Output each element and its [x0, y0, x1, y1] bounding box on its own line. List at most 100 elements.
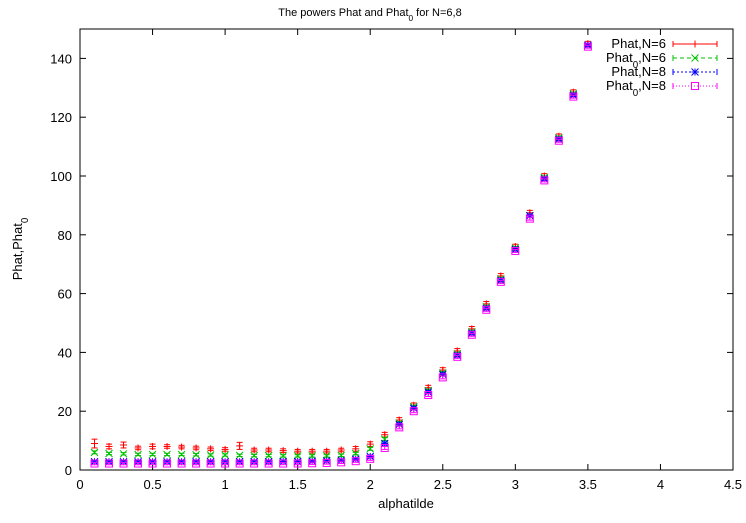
series-4: [90, 42, 592, 468]
data-point: [134, 444, 142, 452]
data-point: [380, 443, 389, 452]
data-marker: [221, 459, 230, 468]
marker-stroke: [337, 456, 346, 465]
data-point: [119, 449, 128, 458]
y-tick-label: 120: [50, 110, 72, 125]
marker-stroke: [119, 457, 128, 466]
data-marker: [221, 451, 229, 459]
data-marker: [264, 459, 273, 468]
marker-stroke: [467, 330, 476, 339]
data-marker: [511, 246, 520, 255]
data-point: [192, 444, 200, 452]
data-marker: [583, 42, 592, 51]
x-tick-label: 0: [76, 477, 83, 492]
data-point: [351, 457, 360, 466]
data-point: [177, 450, 186, 459]
legend-label: Phat,N=8: [611, 64, 666, 79]
data-marker: [120, 441, 128, 449]
marker-stroke: [380, 439, 389, 448]
data-point: [264, 459, 273, 468]
data-point: [134, 459, 143, 468]
data-marker: [366, 444, 375, 453]
data-marker: [235, 451, 244, 460]
data-point: [207, 445, 215, 453]
y-tick-label: 100: [50, 169, 72, 184]
data-marker: [134, 444, 142, 452]
plot-frame: [79, 28, 734, 471]
data-point: [177, 459, 186, 468]
data-point: [221, 445, 229, 453]
marker-stroke: [293, 457, 302, 466]
x-tick-label: 4: [657, 477, 664, 492]
marker-stroke: [438, 370, 447, 379]
data-marker: [279, 459, 288, 468]
marker-stroke: [496, 277, 505, 286]
data-marker: [293, 457, 302, 466]
x-axis: 0 0.5 1 1.5 2 2.5 3 3.5 4 4.5: [76, 29, 742, 492]
data-point: [554, 136, 563, 145]
data-point: [409, 407, 418, 416]
data-point: [279, 447, 287, 455]
marker-stroke: [279, 459, 288, 468]
marker-stroke: [163, 457, 171, 466]
data-point: [395, 420, 404, 429]
marker-stroke: [105, 457, 113, 466]
data-point: [235, 457, 244, 466]
marker-stroke: [424, 388, 433, 396]
marker-stroke: [293, 452, 302, 460]
marker-stroke: [192, 459, 201, 468]
data-marker: [206, 451, 215, 459]
x-tick-label: 0.5: [144, 477, 162, 492]
data-marker: [178, 443, 186, 451]
marker-stroke: [134, 459, 143, 468]
y-tick-label: 20: [58, 404, 72, 419]
marker-stroke: [148, 457, 157, 466]
data-point: [163, 442, 171, 450]
data-marker: [482, 305, 491, 314]
marker-stroke: [395, 420, 404, 429]
data-marker: [381, 431, 389, 439]
marker-stroke: [250, 451, 258, 460]
marker-stroke: [380, 443, 389, 452]
marker-stroke: [351, 449, 360, 458]
marker-stroke: [90, 457, 99, 466]
marker-stroke: [206, 457, 215, 466]
marker-stroke: [221, 451, 229, 459]
data-marker: [323, 447, 331, 455]
data-point: [105, 449, 113, 458]
data-point: [206, 451, 215, 459]
data-point: [235, 451, 244, 460]
data-marker: [221, 457, 229, 466]
y-tick-label: 40: [58, 345, 72, 360]
data-marker: [308, 459, 317, 468]
legend-label: Phat,N=6: [611, 36, 666, 51]
data-marker: [351, 457, 360, 466]
data-marker: [119, 459, 128, 468]
data-marker: [265, 446, 273, 454]
data-marker: [554, 136, 563, 145]
data-point: [351, 449, 360, 458]
plot-area: [79, 28, 734, 471]
marker-stroke: [322, 458, 331, 467]
data-point: [337, 458, 346, 467]
data-marker: [90, 457, 99, 466]
data-point: [264, 451, 273, 460]
data-point: [525, 214, 534, 223]
data-point: [192, 450, 200, 459]
x-tick-label: 4.5: [724, 477, 742, 492]
y-tick-label: 60: [58, 287, 72, 302]
data-point: [221, 459, 230, 468]
data-marker: [105, 442, 113, 450]
data-marker: [366, 440, 374, 448]
data-marker: [380, 443, 389, 452]
data-marker: [279, 447, 287, 455]
x-tick-label: 1.5: [289, 477, 307, 492]
data-point: [322, 458, 331, 467]
data-point: [308, 459, 317, 468]
marker-stroke: [264, 459, 273, 468]
marker-stroke: [250, 457, 258, 466]
marker-stroke: [691, 68, 699, 76]
marker-stroke: [540, 176, 549, 185]
data-point: [366, 454, 375, 463]
data-marker: [177, 459, 186, 468]
